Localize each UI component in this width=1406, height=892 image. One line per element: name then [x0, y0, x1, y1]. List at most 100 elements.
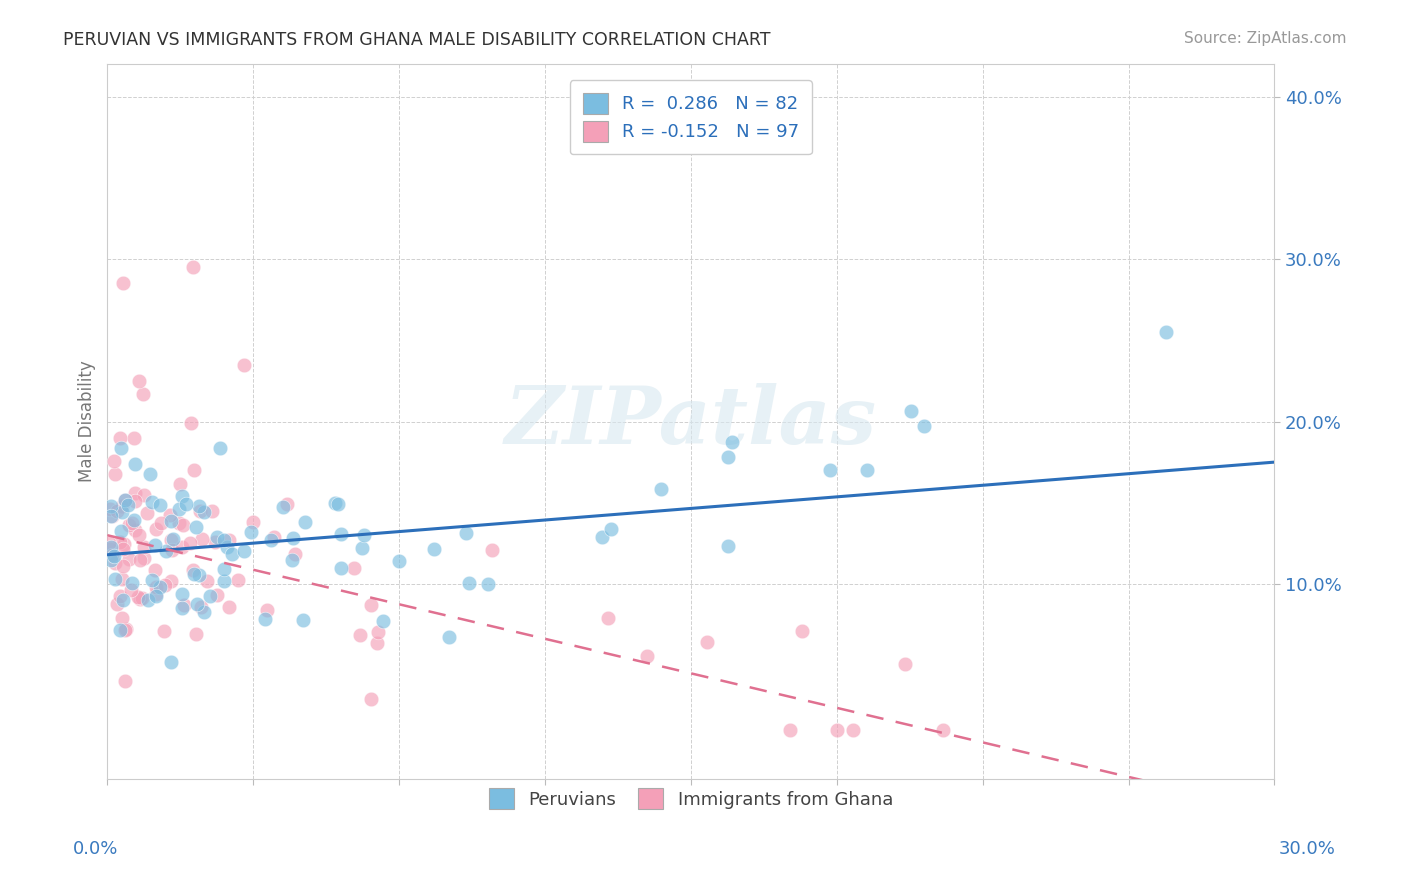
- Point: [155, 544, 177, 558]
- Text: 0.0%: 0.0%: [73, 840, 118, 858]
- Point: [190, 600, 212, 615]
- Point: [716, 539, 738, 553]
- Point: [159, 508, 181, 523]
- Point: [110, 535, 132, 549]
- Point: [825, 723, 848, 738]
- Point: [818, 463, 841, 477]
- Point: [276, 497, 298, 511]
- Point: [121, 576, 143, 591]
- Point: [173, 598, 195, 612]
- Point: [153, 578, 176, 592]
- Point: [284, 547, 307, 561]
- Point: [104, 556, 127, 570]
- Point: [214, 533, 236, 548]
- Point: [170, 601, 193, 615]
- Point: [183, 566, 205, 581]
- Point: [104, 467, 127, 482]
- Point: [98, 542, 121, 557]
- Point: [256, 603, 278, 617]
- Point: [100, 509, 122, 524]
- Point: [139, 467, 162, 482]
- Point: [330, 526, 353, 541]
- Point: [330, 561, 353, 575]
- Point: [160, 574, 183, 588]
- Text: 30.0%: 30.0%: [1279, 840, 1336, 858]
- Point: [294, 515, 316, 529]
- Point: [114, 673, 136, 688]
- Point: [181, 260, 204, 274]
- Point: [353, 528, 375, 542]
- Point: [111, 572, 134, 586]
- Point: [110, 624, 132, 638]
- Point: [184, 519, 207, 533]
- Point: [100, 553, 122, 567]
- Point: [108, 431, 131, 445]
- Point: [263, 529, 285, 543]
- Point: [145, 580, 167, 594]
- Point: [143, 538, 166, 552]
- Point: [423, 542, 446, 557]
- Point: [193, 605, 215, 619]
- Point: [696, 635, 718, 649]
- Point: [212, 574, 235, 588]
- Point: [104, 572, 127, 586]
- Point: [349, 628, 371, 642]
- Point: [717, 450, 740, 465]
- Point: [136, 593, 159, 607]
- Point: [132, 487, 155, 501]
- Point: [169, 502, 191, 516]
- Point: [388, 554, 411, 568]
- Point: [114, 492, 136, 507]
- Point: [179, 536, 201, 550]
- Point: [205, 530, 228, 544]
- Point: [366, 636, 388, 650]
- Point: [117, 498, 139, 512]
- Point: [141, 495, 163, 509]
- Point: [371, 614, 394, 628]
- Point: [111, 499, 134, 513]
- Point: [188, 504, 211, 518]
- Point: [132, 387, 155, 401]
- Point: [112, 593, 135, 607]
- Point: [187, 568, 209, 582]
- Point: [242, 515, 264, 529]
- Point: [110, 505, 132, 519]
- Point: [129, 592, 152, 607]
- Point: [122, 513, 145, 527]
- Point: [98, 535, 121, 549]
- Point: [352, 541, 374, 555]
- Point: [108, 590, 131, 604]
- Point: [100, 540, 122, 554]
- Point: [912, 418, 935, 433]
- Point: [114, 493, 136, 508]
- Point: [150, 516, 173, 530]
- Point: [124, 457, 146, 471]
- Point: [481, 543, 503, 558]
- Point: [779, 723, 801, 738]
- Point: [893, 657, 915, 672]
- Point: [105, 597, 128, 611]
- Point: [103, 549, 125, 563]
- Point: [323, 496, 346, 510]
- Point: [900, 404, 922, 418]
- Point: [193, 505, 215, 519]
- Point: [842, 723, 865, 737]
- Point: [122, 431, 145, 445]
- Point: [226, 573, 249, 587]
- Point: [120, 583, 142, 598]
- Point: [128, 528, 150, 542]
- Point: [121, 516, 143, 530]
- Legend: Peruvians, Immigrants from Ghana: Peruvians, Immigrants from Ghana: [481, 781, 900, 816]
- Point: [160, 514, 183, 528]
- Point: [188, 499, 211, 513]
- Point: [111, 542, 134, 557]
- Point: [218, 600, 240, 615]
- Point: [932, 723, 955, 738]
- Point: [112, 537, 135, 551]
- Text: PERUVIAN VS IMMIGRANTS FROM GHANA MALE DISABILITY CORRELATION CHART: PERUVIAN VS IMMIGRANTS FROM GHANA MALE D…: [63, 31, 770, 49]
- Point: [254, 611, 277, 625]
- Point: [162, 532, 184, 546]
- Point: [169, 477, 191, 491]
- Point: [118, 518, 141, 533]
- Point: [326, 497, 349, 511]
